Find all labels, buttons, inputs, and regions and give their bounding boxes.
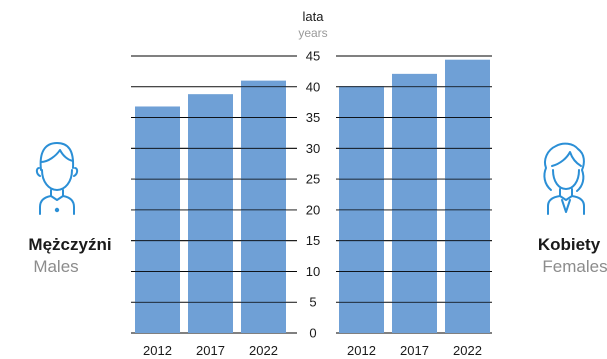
- y-axis-ticks: 0 5 10 15 20 25 30 35 40 45: [306, 49, 320, 341]
- y-tick-label: 35: [306, 110, 320, 125]
- y-tick-label: 5: [309, 295, 316, 310]
- bars: [131, 59, 492, 334]
- bar: [445, 59, 490, 334]
- males-label-en: Males: [33, 257, 78, 276]
- bar: [241, 80, 286, 333]
- bar: [188, 94, 233, 333]
- x-tick-label: 2022: [249, 343, 278, 358]
- unit-label: lata: [303, 9, 325, 24]
- male-person-icon: [35, 142, 79, 215]
- y-tick-label: 30: [306, 141, 320, 156]
- y-tick-label: 0: [309, 326, 316, 341]
- y-tick-label: 45: [306, 49, 320, 64]
- y-tick-label: 10: [306, 264, 320, 279]
- gridlines: [131, 55, 492, 334]
- y-tick-label: 40: [306, 79, 320, 94]
- females-label-en: Females: [542, 257, 607, 276]
- y-tick-label: 25: [306, 172, 320, 187]
- x-axis-labels: 2012 2017 2022 2012 2017 2022: [143, 343, 482, 358]
- y-tick-label: 15: [306, 233, 320, 248]
- x-tick-label: 2017: [400, 343, 429, 358]
- bar: [135, 106, 180, 333]
- bar: [392, 73, 437, 334]
- x-tick-label: 2012: [347, 343, 376, 358]
- females-label: Kobiety: [538, 235, 601, 254]
- males-label: Mężczyźni: [28, 235, 111, 254]
- x-tick-label: 2022: [453, 343, 482, 358]
- x-tick-label: 2012: [143, 343, 172, 358]
- y-tick-label: 20: [306, 202, 320, 217]
- unit-label-en: years: [298, 26, 327, 40]
- female-person-icon: [543, 142, 585, 215]
- x-tick-label: 2017: [196, 343, 225, 358]
